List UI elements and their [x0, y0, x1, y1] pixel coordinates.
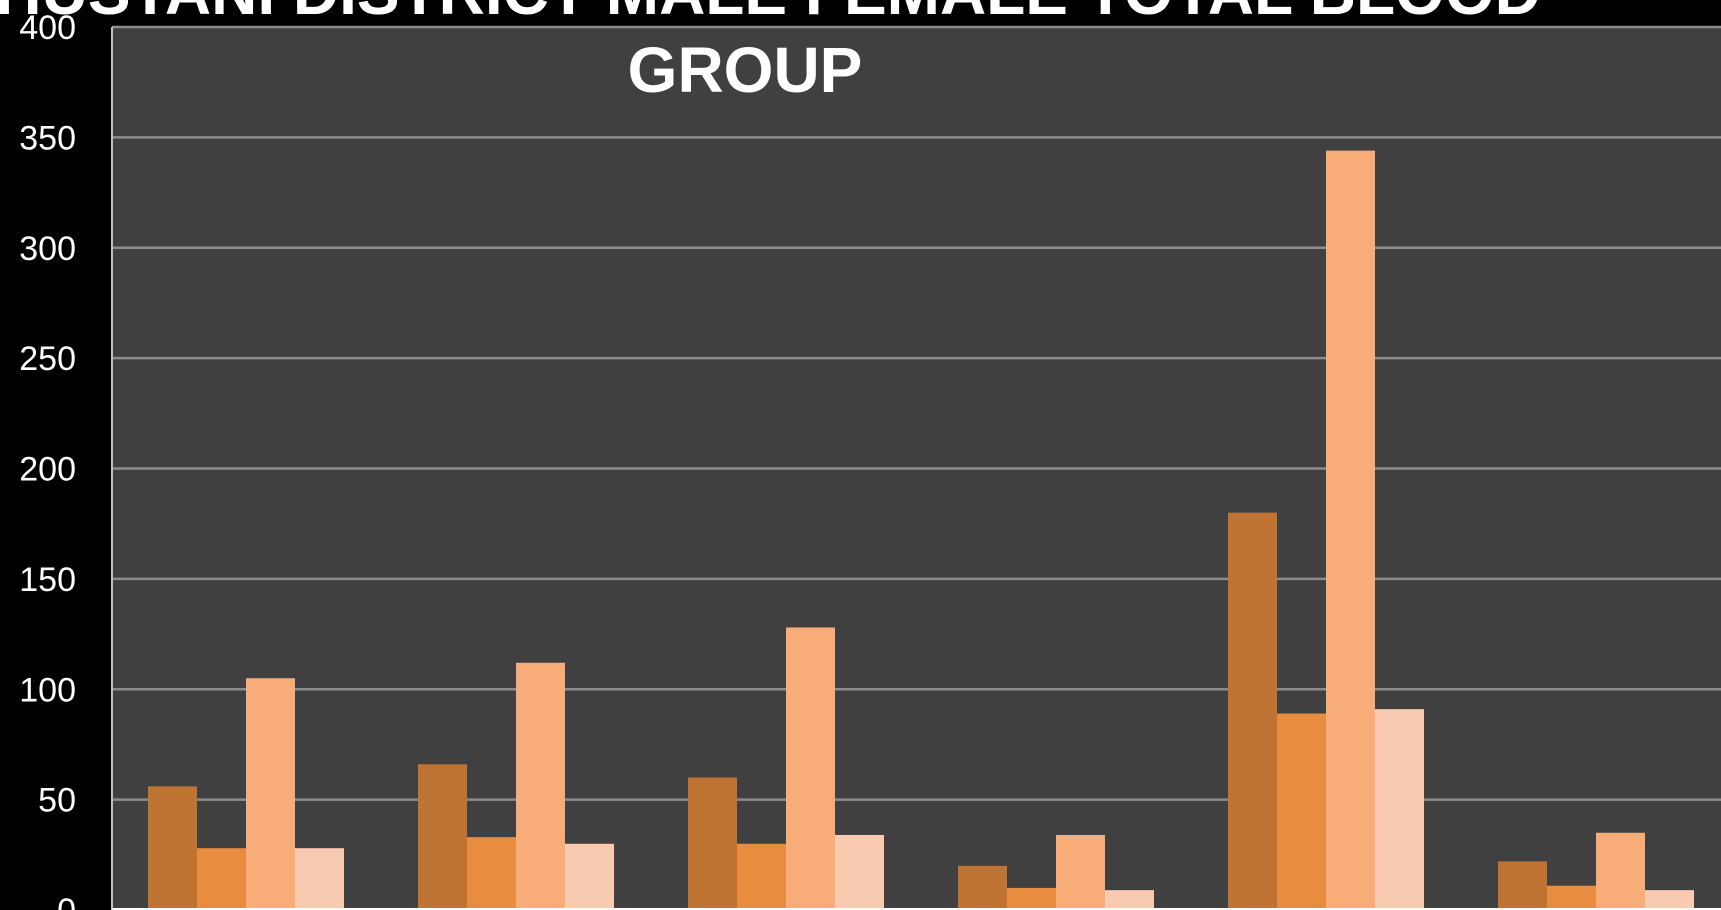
- bar-group: [958, 834, 1154, 910]
- y-tick-label: 400: [19, 9, 76, 47]
- bar: [148, 786, 197, 910]
- bar: [467, 837, 516, 910]
- bars: [148, 150, 1694, 910]
- bar: [1277, 713, 1326, 910]
- y-tick-label: 50: [38, 782, 76, 820]
- gridlines: [112, 25, 1721, 801]
- bar: [1326, 150, 1375, 910]
- chart-title: KHUSTANI DISTRICT MALE FEMALE TOTAL BLOO…: [0, 0, 1541, 106]
- bar: [958, 865, 1007, 910]
- y-tick-label: 250: [19, 340, 76, 378]
- bar: [565, 843, 614, 910]
- bar: [737, 843, 786, 910]
- bar: [197, 848, 246, 910]
- bar: [246, 678, 295, 910]
- bar-group: [148, 678, 344, 910]
- bar: [1056, 834, 1105, 910]
- bar: [516, 662, 565, 910]
- bar: [1228, 512, 1277, 910]
- bar: [1645, 890, 1694, 910]
- bar: [688, 777, 737, 910]
- chart-title-line-1: KHUSTANI DISTRICT MALE FEMALE TOTAL BLOO…: [0, 0, 1541, 28]
- bar: [418, 764, 467, 910]
- bar: [1596, 832, 1645, 910]
- bar: [295, 848, 344, 910]
- bar-group: [1498, 832, 1694, 910]
- bar: [1498, 861, 1547, 910]
- bar: [1547, 885, 1596, 910]
- bar-group: [1228, 150, 1424, 910]
- y-tick-label: 350: [19, 119, 76, 157]
- bar: [1375, 709, 1424, 910]
- bar: [1007, 887, 1056, 910]
- bar-group: [688, 627, 884, 910]
- y-tick-label: 150: [19, 561, 76, 599]
- y-tick-label: 100: [19, 671, 76, 709]
- y-tick-labels: 0 50 100 150 200 250 300 350 400: [19, 9, 76, 910]
- y-tick-label: 0: [57, 892, 76, 910]
- bar: [835, 834, 884, 910]
- y-tick-label: 300: [19, 230, 76, 268]
- y-tick-label: 200: [19, 451, 76, 489]
- bar: [786, 627, 835, 910]
- bar-group: [418, 662, 614, 910]
- chart-title-line-2: GROUP: [628, 34, 863, 106]
- bar: [1105, 890, 1154, 910]
